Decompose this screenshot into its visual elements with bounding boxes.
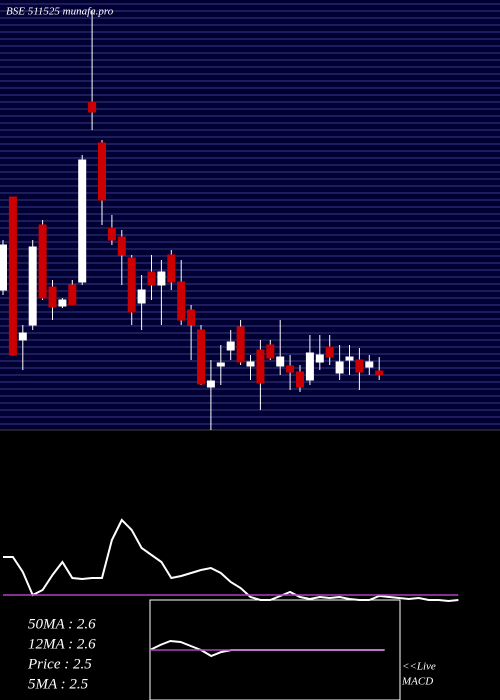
candle-body: [216, 362, 225, 367]
background-stripes: [0, 3, 500, 425]
candle-body: [296, 371, 304, 388]
candle-body: [325, 346, 334, 358]
candle-body: [365, 361, 374, 368]
candle-body: [167, 254, 176, 283]
candle-body: [266, 344, 275, 359]
candle-body: [315, 354, 324, 363]
candle-body: [355, 359, 364, 373]
candle-body: [286, 365, 295, 373]
candle-body: [18, 332, 27, 341]
candle-body: [236, 326, 245, 363]
candle-body: [107, 227, 116, 241]
candle-body: [88, 101, 97, 113]
candle-body: [246, 361, 255, 367]
ma-label: 12MA : 2.6: [28, 636, 96, 652]
live-label: <<Live: [402, 661, 436, 673]
candle-body: [187, 309, 196, 326]
candle-body: [127, 257, 136, 313]
candle-body: [147, 271, 156, 286]
candle-body: [68, 284, 77, 306]
candle-body: [98, 142, 106, 201]
candle-body: [375, 370, 384, 376]
candle-body: [78, 159, 87, 283]
candle-body: [197, 329, 205, 385]
ma-label: 50MA : 2.6: [28, 616, 96, 632]
candle-body: [345, 356, 354, 361]
candle-body: [38, 224, 47, 299]
candle-body: [117, 236, 126, 256]
candle-body: [177, 281, 186, 321]
candle-body: [335, 361, 344, 374]
candle-body: [28, 246, 37, 326]
ma-label: 5MA : 2.5: [28, 676, 89, 692]
candle-body: [276, 356, 285, 367]
macd-label: MACD: [401, 676, 433, 688]
candle-body: [8, 196, 17, 356]
price-label: Price : 2.5: [27, 656, 92, 672]
candle-body: [58, 299, 67, 307]
candle-body: [157, 271, 166, 286]
candle-body: [226, 341, 235, 351]
candle-body: [48, 286, 57, 308]
candle-body: [305, 352, 314, 381]
candle-body: [0, 244, 7, 291]
candle-body: [256, 349, 265, 384]
candle-body: [206, 380, 215, 388]
indicator-line: [3, 518, 459, 603]
chart-title: BSE 511525 munafa.pro: [6, 6, 114, 18]
candle-body: [137, 289, 146, 304]
